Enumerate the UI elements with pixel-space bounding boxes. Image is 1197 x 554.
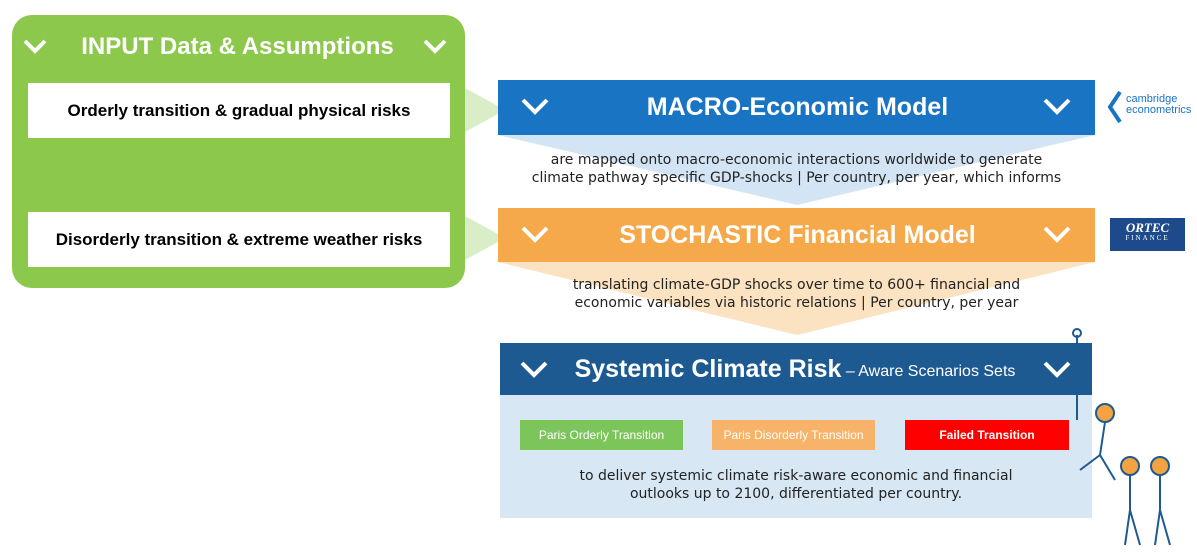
logo-box xyxy=(1100,82,1195,132)
input-title: INPUT Data & Assumptions xyxy=(81,33,394,60)
scenario-tag: Paris Orderly Transition xyxy=(520,420,683,450)
text-line: climate pathway specific GDP-shocks | Pe… xyxy=(531,170,1062,186)
logo-line: FINANCE xyxy=(1125,234,1170,242)
text-line: are mapped onto macro-economic interacti… xyxy=(550,152,1043,168)
systemic-description: to deliver systemic climate risk-aware e… xyxy=(500,467,1092,503)
arrow xyxy=(465,88,505,132)
text-line: outlooks up to 2100, differentiated per … xyxy=(629,486,963,502)
logo-text: ORTEC FINANCE xyxy=(1110,220,1185,244)
logo-mark xyxy=(1107,90,1122,124)
systemic-body xyxy=(500,395,1092,518)
logo-line: ORTEC xyxy=(1125,220,1170,235)
scenario-tag: Paris Disorderly Transition xyxy=(712,420,875,450)
stochastic-description: translating climate-GDP shocks over time… xyxy=(498,276,1095,312)
systemic-subtitle: – Aware Scenarios Sets xyxy=(841,363,1016,380)
logo-line: cambridge xyxy=(1126,93,1178,105)
arrow xyxy=(465,216,505,260)
text-line: to deliver systemic climate risk-aware e… xyxy=(579,468,1013,484)
logo-text: cambridge econometrics xyxy=(1126,94,1191,116)
input-item: Disorderly transition & extreme weather … xyxy=(28,212,450,267)
text-line: translating climate-GDP shocks over time… xyxy=(572,277,1021,293)
text-line: economic variables via historic relation… xyxy=(574,295,1019,311)
input-item: Orderly transition & gradual physical ri… xyxy=(28,83,450,138)
logo-box xyxy=(1110,218,1185,251)
climbers-illustration xyxy=(1072,328,1171,546)
systemic-title: Systemic Climate Risk xyxy=(574,354,842,383)
systemic-heading: Systemic Climate Risk – Aware Scenarios … xyxy=(550,343,1040,395)
stochastic-bar xyxy=(498,208,1095,262)
macro-title: MACRO-Economic Model xyxy=(646,93,949,121)
stochastic-title: STOCHASTIC Financial Model xyxy=(619,220,976,249)
systemic-bar xyxy=(500,343,1092,395)
macro-bar xyxy=(498,80,1095,135)
macro-description: are mapped onto macro-economic interacti… xyxy=(498,151,1095,187)
chevrons xyxy=(23,39,1071,378)
arrow xyxy=(498,262,1095,335)
logo-line: econometrics xyxy=(1126,104,1192,116)
scenario-tag: Failed Transition xyxy=(905,420,1069,450)
arrow xyxy=(498,135,1095,205)
